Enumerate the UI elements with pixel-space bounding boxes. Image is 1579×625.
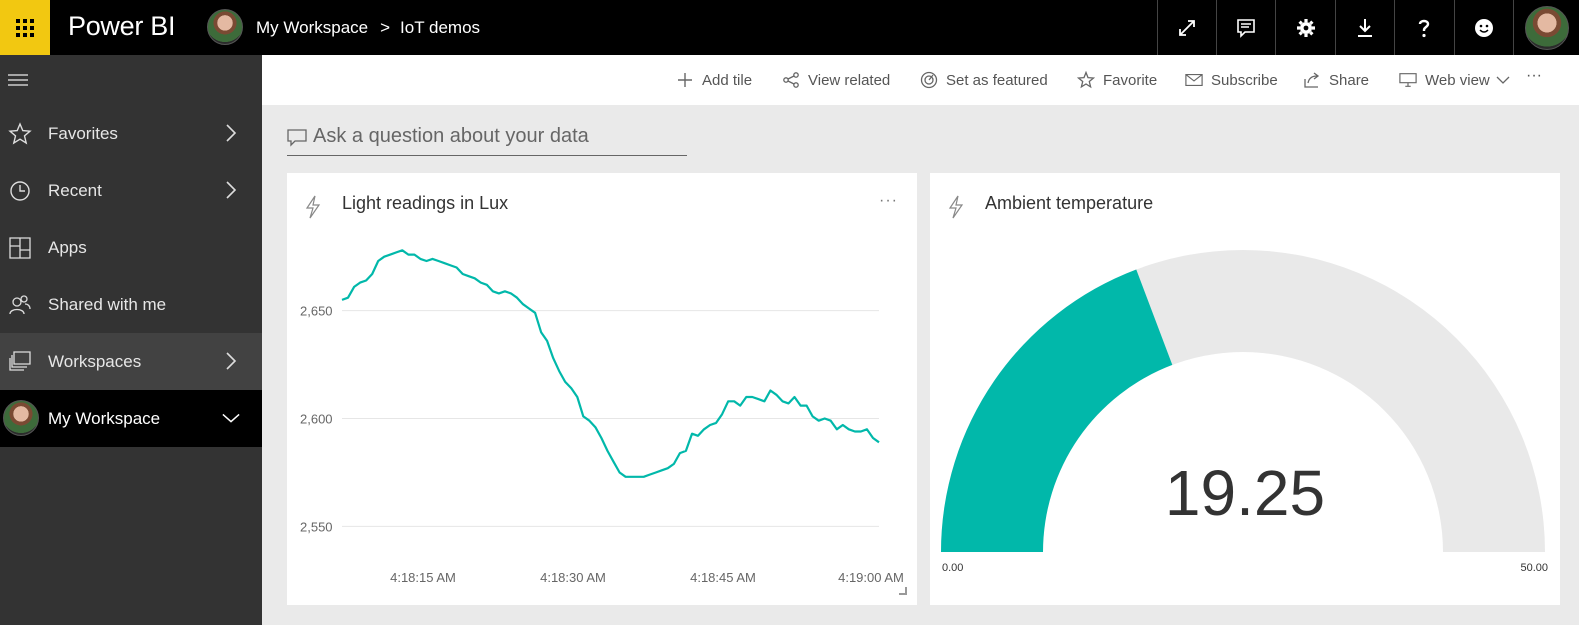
comments-button[interactable] [1216,0,1275,55]
view-related-label: View related [808,71,891,89]
web-view-label: Web view [1425,71,1490,89]
nav-toggle-button[interactable] [0,55,262,105]
people-icon [9,295,31,315]
gauge-max-label: 50.00 [1520,562,1548,574]
tile-title: Ambient temperature [985,193,1154,213]
gauge-chart: 19.25 0.00 50.00 [941,250,1548,574]
focus-mode-button[interactable] [1156,0,1216,55]
sidebar-item-label: Apps [48,238,87,257]
expand-icon [1178,19,1195,36]
y-tick-label: 2,550 [300,519,333,534]
chevron-down-icon [222,413,240,423]
sidebar-item-shared-with-me[interactable]: Shared with me [0,276,262,333]
set-as-featured-button[interactable]: Set as featured [920,71,1048,89]
sidebar-item-my-workspace[interactable]: My Workspace [0,390,262,447]
related-icon [783,72,799,88]
add-tile-label: Add tile [702,71,753,89]
gauge-value: 19.25 [1165,457,1325,529]
gauge-min-label: 0.00 [942,562,963,574]
share-label: Share [1329,71,1370,89]
qna-box[interactable]: Ask a question about your data [287,122,687,156]
star-icon [1077,71,1095,89]
featured-icon [920,71,938,89]
chevron-right-icon [226,352,237,370]
profile-avatar [1524,5,1569,50]
sidebar-item-recent[interactable]: Recent [0,162,262,219]
breadcrumb-workspace[interactable]: My Workspace [256,18,369,37]
y-tick-label: 2,650 [300,304,333,319]
waffle-icon [16,18,34,37]
workspace-avatar [207,9,243,45]
subscribe-label: Subscribe [1211,71,1278,89]
monitor-icon [1399,73,1417,87]
breadcrumb: My Workspace > IoT demos [256,18,480,38]
tile-ambient-temperature[interactable]: Ambient temperature 19.25 0.00 50.00 [930,173,1560,605]
comment-icon [1237,18,1256,38]
favorite-label: Favorite [1103,71,1158,89]
download-icon [1358,18,1373,37]
share-button[interactable]: Share [1303,71,1369,89]
apps-icon [9,237,31,259]
clock-icon [10,181,30,201]
y-tick-label: 2,600 [300,412,333,427]
add-tile-button[interactable]: Add tile [676,71,752,89]
profile-button[interactable] [1513,0,1579,55]
chevron-down-icon [1496,76,1510,84]
star-icon [8,122,32,145]
top-bar: Power BI My Workspace > IoT demos [0,0,1579,55]
more-options-button[interactable]: ··· [1526,67,1542,84]
hamburger-icon [8,74,28,86]
resize-handle[interactable] [899,587,907,595]
avatar [3,400,39,436]
smiley-icon [1474,18,1493,37]
breadcrumb-dashboard: IoT demos [400,18,481,37]
sidebar-item-label: Shared with me [48,295,167,314]
sidebar-item-label: My Workspace [48,409,161,428]
top-icon-bar [1156,0,1579,55]
favorite-button[interactable]: Favorite [1077,71,1157,89]
plus-icon [678,73,692,87]
sidebar: Favorites Recent Apps Shared with me Wor… [0,55,262,625]
help-button[interactable] [1394,0,1453,55]
x-tick-label: 4:18:45 AM [690,570,756,585]
x-tick-label: 4:18:15 AM [390,570,456,585]
sidebar-item-label: Favorites [48,124,118,143]
breadcrumb-separator: > [380,18,391,37]
envelope-icon [1185,74,1203,86]
sidebar-item-workspaces[interactable]: Workspaces [0,333,262,390]
chevron-right-icon [226,181,237,199]
lightning-icon [948,195,964,219]
comment-icon [287,129,307,147]
sidebar-item-favorites[interactable]: Favorites [0,105,262,162]
chevron-right-icon [226,124,237,142]
tile-light-readings[interactable]: Light readings in Lux ··· 2,650 2,600 2,55… [287,173,917,605]
download-button[interactable] [1334,0,1394,55]
gear-icon [1296,18,1315,37]
action-bar: Add tile View related Set as featured Fa… [262,55,1579,105]
qna-placeholder: Ask a question about your data [313,125,589,147]
lightning-icon [305,195,321,219]
x-tick-label: 4:18:30 AM [540,570,606,585]
series-line [341,249,880,478]
sidebar-item-label: Recent [48,181,102,200]
brand-title[interactable]: Power BI [68,11,176,41]
feedback-button[interactable] [1453,0,1513,55]
tile-more-button[interactable]: ··· [879,192,898,209]
gauge-fill [941,269,1173,552]
sidebar-item-label: Workspaces [48,352,142,371]
web-view-dropdown[interactable]: Web view [1399,71,1510,89]
x-tick-label: 4:19:00 AM [838,570,904,585]
workspaces-icon [9,351,31,371]
sidebar-item-apps[interactable]: Apps [0,219,262,276]
app-launcher-button[interactable] [0,0,50,55]
share-icon [1304,72,1320,88]
view-related-button[interactable]: View related [782,71,890,89]
settings-button[interactable] [1275,0,1334,55]
tile-title: Light readings in Lux [342,193,509,213]
subscribe-button[interactable]: Subscribe [1185,71,1278,89]
set-as-featured-label: Set as featured [946,71,1048,89]
help-icon [1419,19,1430,37]
line-chart: 2,650 2,600 2,550 4:18:15 AM 4:18:30 AM 4:18:… [300,249,904,585]
